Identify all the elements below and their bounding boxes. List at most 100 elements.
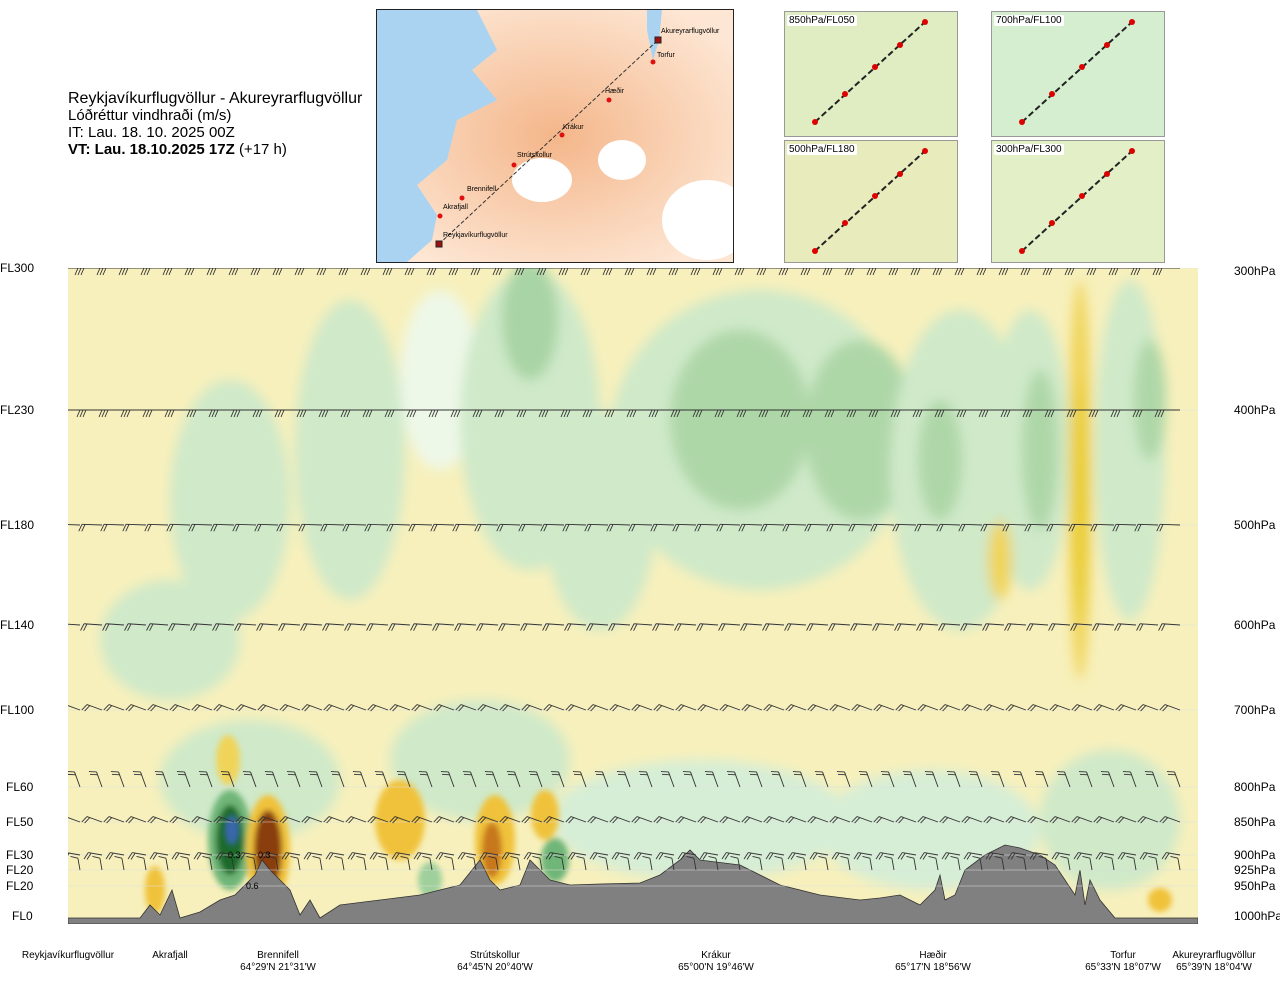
- wind-barb: [608, 623, 631, 631]
- wind-barb: [213, 816, 235, 824]
- valid-time: VT: Lau. 18.10.2025 17Z: [68, 141, 235, 158]
- wind-barb: [411, 704, 433, 712]
- wind-barb: [1161, 852, 1181, 860]
- wind-barb: [633, 852, 653, 860]
- wind-barb: [873, 816, 895, 824]
- wind-barb: [476, 623, 499, 631]
- wind-barb: [696, 623, 719, 631]
- wind-barb: [340, 409, 366, 418]
- map-station-marker: [559, 132, 565, 138]
- wind-barb: [638, 771, 653, 788]
- wind-barb: [1064, 268, 1092, 276]
- wind-barb: [320, 523, 345, 532]
- wind-barb: [932, 268, 960, 276]
- wind-barb: [897, 852, 917, 860]
- wind-barb: [1152, 268, 1180, 276]
- wind-barb: [452, 523, 477, 532]
- wind-barb: [1068, 523, 1093, 532]
- fl-tick-label: FL230: [0, 403, 35, 417]
- wind-barb: [1158, 623, 1181, 631]
- wind-barb: [1108, 268, 1136, 276]
- wind-barb: [290, 856, 301, 871]
- wind-barb: [800, 268, 828, 276]
- wind-barb: [589, 852, 609, 860]
- wind-barb: [972, 856, 983, 871]
- wind-barb: [164, 409, 190, 418]
- wind-barb: [366, 623, 389, 631]
- wind-barb: [68, 816, 81, 824]
- wind-barb: [149, 852, 169, 860]
- wind-barb: [626, 409, 652, 418]
- wind-barb: [983, 816, 1005, 824]
- value-annotation-2: 0.3: [258, 850, 271, 860]
- wind-barb: [738, 523, 763, 532]
- map-station-label: Brennifell: [467, 186, 497, 193]
- wind-barb: [1114, 623, 1137, 631]
- wind-barb: [906, 856, 917, 871]
- wind-barb: [1048, 623, 1071, 631]
- waypoint-label: Brennifell 64°29'N 21°31'W: [228, 950, 328, 974]
- wind-barb: [631, 816, 653, 824]
- wind-barb: [235, 816, 257, 824]
- wind-barb: [457, 852, 477, 860]
- wind-barb: [670, 409, 696, 418]
- fl-tick-label: FL140: [0, 618, 35, 632]
- wind-barb: [756, 268, 784, 276]
- wind-barb: [628, 523, 653, 532]
- wind-barb: [718, 623, 741, 631]
- wind-barb: [430, 523, 455, 532]
- wind-barb: [928, 856, 939, 871]
- wind-barb: [660, 771, 675, 788]
- wind-barb: [418, 771, 433, 788]
- wind-barb: [914, 523, 939, 532]
- wind-barb: [1034, 771, 1049, 788]
- wind-barb: [193, 852, 213, 860]
- wind-barb: [917, 816, 939, 824]
- wind-barb: [672, 523, 697, 532]
- wind-barb: [252, 409, 278, 418]
- wind-barb: [364, 523, 389, 532]
- wind-barb: [96, 268, 124, 276]
- wind-barb: [714, 409, 740, 418]
- map-station-label: Hæðir: [605, 88, 625, 95]
- wind-barb: [127, 852, 147, 860]
- wind-barb: [892, 523, 917, 532]
- wind-barb: [719, 816, 741, 824]
- wind-barb: [154, 771, 169, 788]
- wind-barb: [110, 771, 125, 788]
- wind-barb: [312, 856, 323, 871]
- wind-barb: [499, 816, 521, 824]
- wind-barb: [462, 771, 477, 788]
- wind-barb: [136, 856, 147, 871]
- wind-barb: [186, 409, 212, 418]
- wind-barb: [410, 623, 433, 631]
- wind-barb: [477, 816, 499, 824]
- wind-barb: [413, 852, 433, 860]
- wind-barb: [824, 409, 850, 418]
- wind-barb: [169, 704, 191, 712]
- hpa-tick-label: 925hPa: [1234, 863, 1276, 877]
- wind-barb: [836, 771, 851, 788]
- wind-barb: [1139, 852, 1159, 860]
- wind-barb: [785, 704, 807, 712]
- wind-barb: [168, 623, 191, 631]
- wind-barb: [620, 856, 631, 871]
- wind-barb: [584, 523, 609, 532]
- wind-barb: [294, 268, 322, 276]
- hpa-tick-label: 400hPa: [1234, 403, 1276, 417]
- wind-barb: [939, 704, 961, 712]
- wind-barb: [235, 704, 257, 712]
- wind-barb: [765, 852, 785, 860]
- mini-map-700: 700hPa/FL100: [991, 11, 1165, 137]
- map-station-marker: [511, 162, 517, 168]
- wind-barb: [206, 268, 234, 276]
- wind-barb: [103, 704, 125, 712]
- wind-barb: [1066, 409, 1092, 418]
- wind-barb: [510, 856, 521, 871]
- wind-barb: [301, 704, 323, 712]
- wind-barb: [144, 523, 169, 532]
- wind-barb: [256, 623, 279, 631]
- wind-barb: [334, 856, 345, 871]
- hpa-tick-label: 800hPa: [1234, 780, 1276, 794]
- fl-tick-label: FL0: [12, 909, 33, 923]
